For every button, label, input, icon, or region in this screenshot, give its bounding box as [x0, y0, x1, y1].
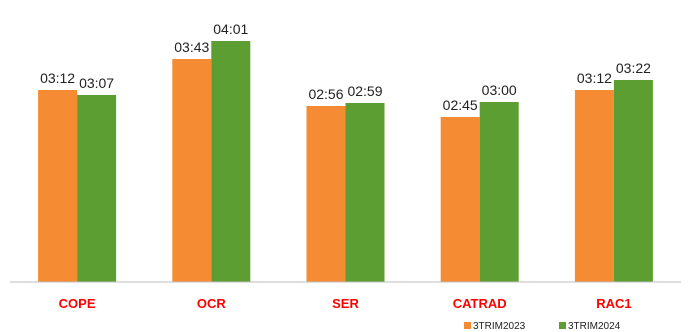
bar-catrad-3trim2024	[479, 102, 519, 282]
bar-cope-3trim2024	[77, 95, 117, 282]
data-label-cope-3trim2024: 03:07	[79, 75, 114, 91]
data-label-catrad-3trim2024: 03:00	[482, 82, 517, 98]
bar-ser-3trim2023	[306, 106, 346, 282]
bar-rac1-3trim2024	[613, 80, 653, 282]
bar-ser-3trim2024	[345, 103, 385, 282]
bar-cope-3trim2023	[38, 90, 78, 282]
category-label-rac1: RAC1	[596, 296, 631, 311]
category-label-ocr: OCR	[197, 296, 227, 311]
legend-label-3trim2023: 3TRIM2023	[473, 321, 526, 332]
legend-swatch-3trim2024	[559, 322, 566, 329]
data-label-ser-3trim2023: 02:56	[308, 86, 343, 102]
bar-catrad-3trim2023	[440, 117, 480, 282]
data-label-ocr-3trim2023: 03:43	[174, 39, 209, 55]
bar-ocr-3trim2023	[172, 59, 212, 282]
category-label-catrad: CATRAD	[453, 296, 507, 311]
data-label-rac1-3trim2023: 03:12	[577, 70, 612, 86]
category-label-ser: SER	[332, 296, 359, 311]
bar-rac1-3trim2023	[574, 90, 614, 282]
category-labels-layer: COPE OCR SER CATRAD RAC1	[59, 296, 632, 311]
legend: 3TRIM2023 3TRIM2024	[464, 321, 621, 332]
data-label-cope-3trim2023: 03:12	[40, 70, 75, 86]
bar-ocr-3trim2024	[211, 41, 251, 282]
data-label-rac1-3trim2024: 03:22	[616, 60, 651, 76]
bars-layer	[38, 41, 653, 282]
data-label-ocr-3trim2024: 04:01	[213, 21, 248, 37]
category-label-cope: COPE	[59, 296, 96, 311]
legend-swatch-3trim2023	[464, 322, 471, 329]
legend-label-3trim2024: 3TRIM2024	[568, 321, 621, 332]
data-label-catrad-3trim2023: 02:45	[443, 97, 478, 113]
data-label-ser-3trim2024: 02:59	[347, 83, 382, 99]
